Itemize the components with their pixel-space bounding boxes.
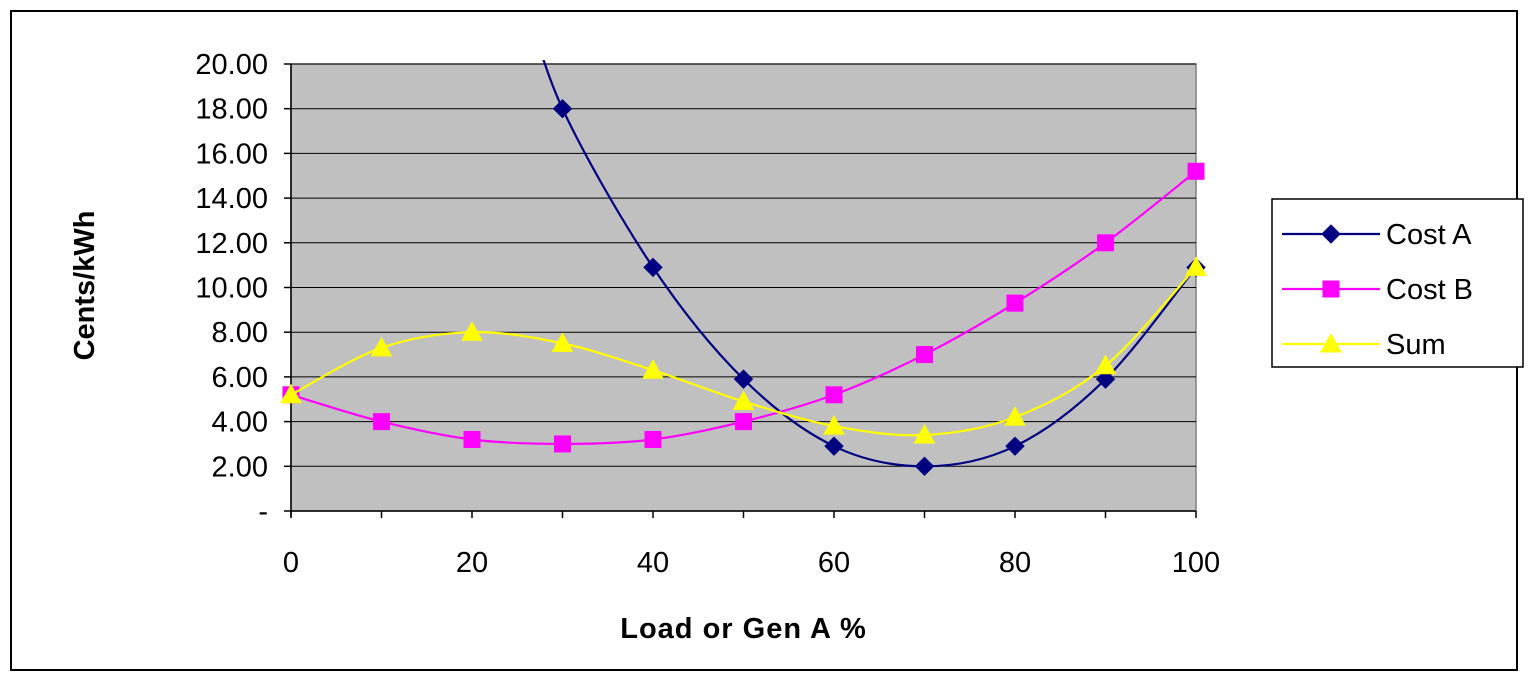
x-tick-label: 100 <box>1172 547 1220 579</box>
y-axis-title: Cents/kWh <box>69 211 101 361</box>
y-tick-label: 10.00 <box>195 273 268 305</box>
series-cost-b <box>282 162 1205 453</box>
x-tick-label: 60 <box>818 547 850 579</box>
y-tick-label: 8.00 <box>212 317 268 349</box>
data-point-cost-a <box>552 98 573 119</box>
y-tick-label: 12.00 <box>195 228 268 260</box>
legend-item-cost-b: Cost B <box>1282 274 1473 306</box>
y-tick-label: 6.00 <box>212 362 268 394</box>
data-point-cost-a <box>824 436 844 456</box>
data-point-sum <box>1185 256 1207 276</box>
y-tick-label: 16.00 <box>195 138 268 170</box>
y-tick-label: 4.00 <box>212 407 268 439</box>
series-sum <box>280 256 1207 444</box>
data-point-sum <box>732 390 755 410</box>
data-point-sum <box>1004 406 1026 426</box>
data-point-cost-a <box>914 456 935 477</box>
data-point-sum <box>913 423 936 444</box>
legend-marker-sum <box>1320 332 1342 353</box>
data-point-cost-b <box>735 413 752 431</box>
data-point-cost-b <box>463 430 481 448</box>
series-group <box>280 60 1207 477</box>
data-point-cost-b <box>373 413 390 431</box>
x-tick-label: 80 <box>999 547 1031 579</box>
data-point-cost-b <box>825 386 843 404</box>
y-tick-label: 18.00 <box>195 94 268 126</box>
x-tick-label: 40 <box>637 547 669 579</box>
data-point-sum <box>642 359 664 379</box>
legend-label: Cost B <box>1386 274 1473 306</box>
data-point-cost-b <box>1187 162 1205 180</box>
data-point-cost-a <box>733 369 754 389</box>
data-point-sum <box>370 336 393 357</box>
y-tick-label: - <box>258 496 268 528</box>
data-point-sum <box>551 332 574 352</box>
series-cost-a <box>542 60 1206 477</box>
data-point-cost-a <box>1095 369 1116 389</box>
y-tick-labels: - 2.00 4.00 6.00 8.00 10.00 12.00 14.00 16.00 18.… <box>195 49 268 528</box>
legend-box <box>1271 198 1524 368</box>
legend-label: Cost A <box>1386 219 1472 251</box>
legend: Cost A Cost B Sum <box>1271 198 1524 368</box>
data-point-cost-a <box>643 257 663 278</box>
data-point-cost-b <box>1097 234 1114 252</box>
x-tick-label: 20 <box>456 547 488 579</box>
legend-marker-cost-b <box>1322 280 1340 298</box>
legend-label: Sum <box>1386 329 1446 361</box>
axes <box>284 63 1197 518</box>
data-point-sum <box>280 383 302 404</box>
data-point-cost-b <box>1006 294 1024 312</box>
y-tick-label: 14.00 <box>195 183 268 215</box>
legend-item-cost-a: Cost A <box>1282 219 1472 251</box>
data-point-cost-b <box>554 435 571 453</box>
data-point-cost-b <box>916 346 933 364</box>
series-line-cost-a <box>542 60 1197 468</box>
x-axis-title: Load or Gen A % <box>620 613 866 645</box>
data-point-cost-a <box>1005 436 1025 456</box>
y-tick-label: 20.00 <box>195 49 268 81</box>
y-tick-label: 2.00 <box>212 451 268 483</box>
data-point-sum <box>823 415 845 435</box>
data-point-sum <box>1094 354 1117 375</box>
data-point-sum <box>461 321 483 341</box>
data-point-cost-b <box>644 430 662 448</box>
x-tick-labels: 0 20 40 60 80 100 <box>283 547 1220 579</box>
x-tick-label: 0 <box>283 547 299 579</box>
legend-item-sum: Sum <box>1282 329 1446 361</box>
legend-marker-cost-a <box>1321 224 1341 244</box>
